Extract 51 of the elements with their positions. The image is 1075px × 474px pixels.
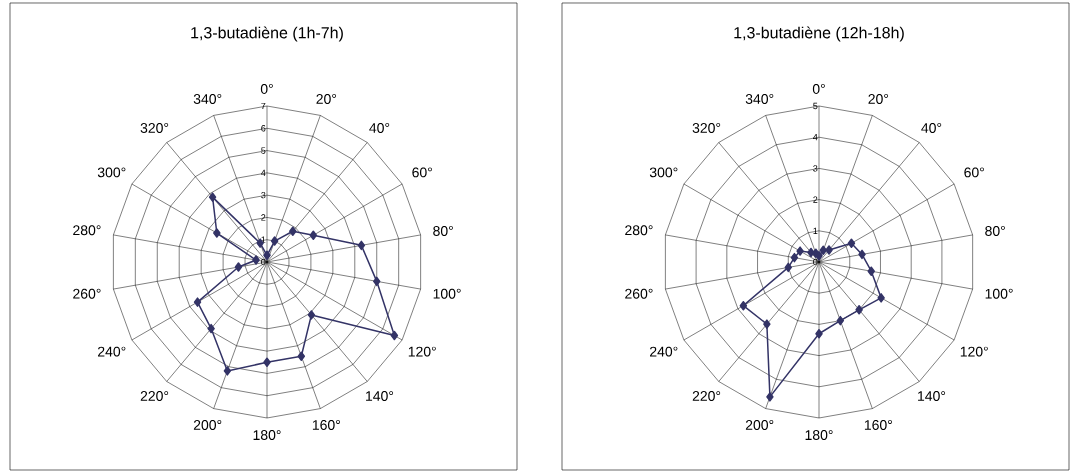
y-tick-label: 5 (261, 147, 266, 154)
spoke-label: 240° (98, 346, 126, 357)
spoke-label: 280° (73, 225, 101, 236)
spoke-label: 160° (312, 420, 340, 430)
y-tick-label: 4 (813, 134, 818, 141)
spoke-label: 300° (649, 167, 678, 178)
spoke-label: 120° (408, 346, 436, 357)
chart-title: 1,3-butadiène (1h-7h) (191, 26, 343, 42)
spoke-label: 20° (316, 94, 337, 104)
spoke-label: 220° (692, 391, 721, 401)
spoke-label: 180° (805, 430, 833, 441)
spoke-label: 100° (433, 288, 461, 299)
spoke-label: 280° (625, 225, 653, 236)
y-tick-label: 5 (813, 102, 818, 110)
spoke-label: 20° (868, 94, 889, 104)
chart-title: 1,3-butadiène (12h-18h) (734, 26, 904, 42)
spoke-label: 200° (193, 420, 222, 430)
spoke-label: 200° (745, 420, 774, 430)
spoke-label: 320° (140, 123, 169, 133)
spoke-label: 40° (921, 123, 942, 133)
y-tick-label: 3 (261, 191, 266, 199)
spoke-label: 140° (918, 391, 946, 401)
spoke-label: 100° (985, 288, 1013, 299)
spoke-label: 140° (366, 391, 394, 401)
y-tick-label: 6 (261, 125, 266, 132)
spoke-label: 80° (985, 225, 1005, 236)
spoke-label: 0° (260, 83, 273, 94)
y-tick-label: 3 (813, 165, 818, 172)
spoke-label: 60° (964, 167, 984, 178)
spoke-label: 220° (140, 391, 169, 401)
spoke-label: 320° (692, 123, 721, 133)
spoke-label: 80° (433, 225, 453, 236)
spoke-label: 160° (864, 420, 892, 430)
y-tick-label: 7 (261, 102, 266, 110)
y-tick-label: 0 (261, 258, 266, 266)
y-tick-label: 2 (813, 196, 818, 203)
spoke-label: 300° (97, 167, 126, 178)
y-tick-label: 4 (261, 169, 266, 176)
spoke-label: 0° (812, 83, 825, 94)
spoke-label: 240° (650, 346, 678, 357)
spoke-label: 60° (412, 167, 432, 178)
spoke-label: 260° (625, 288, 653, 299)
spoke-label: 40° (369, 123, 390, 133)
spoke-label: 340° (745, 94, 774, 104)
y-tick-label: 2 (261, 214, 266, 221)
spoke-label: 340° (193, 94, 222, 104)
y-tick-label: 0 (813, 258, 818, 266)
spoke-label: 180° (253, 430, 281, 441)
spoke-label: 120° (960, 346, 988, 357)
y-tick-label: 1 (813, 227, 818, 234)
spoke-label: 260° (73, 288, 101, 299)
